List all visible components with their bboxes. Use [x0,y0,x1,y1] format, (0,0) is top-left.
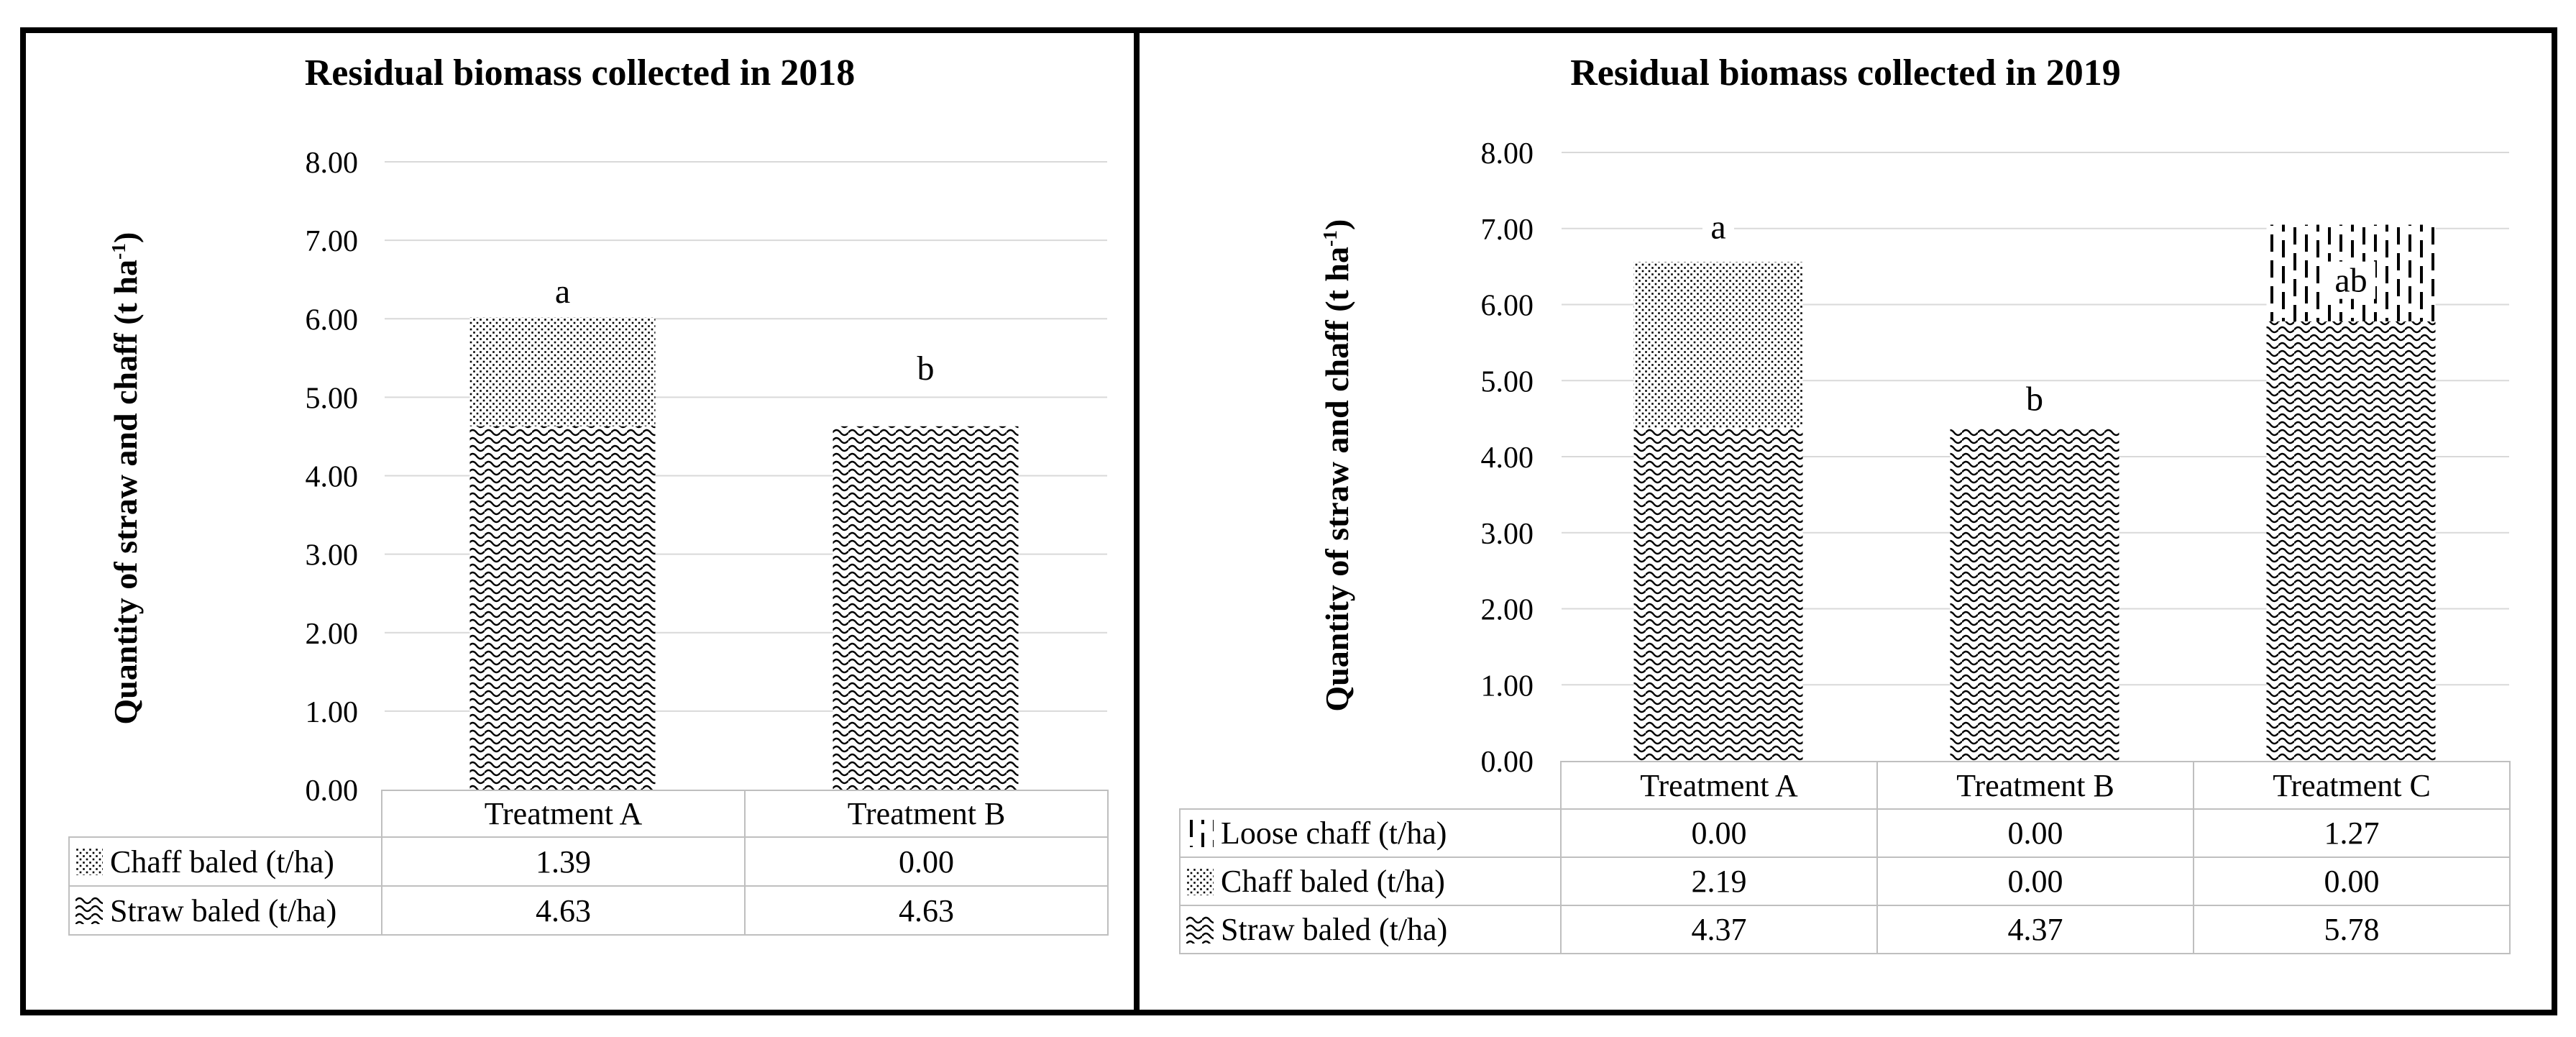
chart-panel-2018: Residual biomass collected in 2018 Quant… [26,33,1134,1010]
legend-swatch-fill [1186,867,1214,895]
table-row: Loose chaff (t/ha) 0.00 0.00 1.27 [1179,808,2511,858]
series-label-cell: Straw baled (t/ha) [68,885,382,936]
bar-segment-dots [469,317,656,426]
panel-divider [1134,33,1140,1010]
table-row: Chaff baled (t/ha) 2.19 0.00 0.00 [1179,856,2511,906]
table-header-row: Treatment A Treatment B Treatment C [1180,761,2511,810]
legend-swatch-waves [1186,915,1214,944]
legend-swatch-fill [1186,915,1214,944]
series-label: Chaff baled (t/ha) [70,844,380,880]
bar-letter: ab [2334,262,2367,300]
legend-swatch-fill [75,897,103,924]
series-label: Loose chaff (t/ha) [1181,815,1559,851]
y-tick-label: 0.00 [306,775,359,808]
data-table: Treatment A Treatment B Chaff baled (t/ha)… [68,790,1109,936]
table-row: Straw baled (t/ha) 4.37 4.37 5.78 [1179,905,2511,954]
y-tick-label: 8.00 [306,147,359,180]
figure-frame: Residual biomass collected in 2018 Quant… [20,27,2557,1015]
y-tick-label: 3.00 [1481,518,1534,551]
bar-segment-dots [1633,262,1803,429]
series-label: Straw baled (t/ha) [1181,911,1559,948]
legend-swatch-dots [1186,867,1214,895]
bar-segment-waves [469,426,656,790]
column-header: Treatment A [381,790,746,838]
value-cell: 1.27 [2193,808,2511,858]
column-header: Treatment C [2193,761,2511,810]
legend-swatch-waves [75,897,103,924]
value-cell: 4.37 [1876,905,2194,954]
table-header-row: Treatment A Treatment B [69,790,1109,838]
table-corner-cell [69,790,382,837]
column-header: Treatment B [1876,761,2194,810]
series-label-text: Loose chaff (t/ha) [1221,816,1447,851]
legend-swatch-fill [75,848,103,875]
bar-letter: b [2026,380,2043,419]
series-label-text: Straw baled (t/ha) [1221,912,1448,947]
legend-swatch-dashes [1186,819,1214,847]
series-label-text: Chaff baled (t/ha) [1221,864,1445,899]
value-cell: 4.63 [381,885,746,936]
y-tick-label: 2.00 [306,618,359,651]
y-tick-label: 1.00 [1481,670,1534,703]
series-label-cell: Chaff baled (t/ha) [68,836,382,887]
bar-segment-waves [1633,428,1803,761]
bar-segment-waves [2266,321,2436,761]
chart-title: Residual biomass collected in 2018 [304,52,856,93]
series-label-cell: Loose chaff (t/ha) [1179,808,1562,858]
bar-letter-background [2327,261,2375,299]
bar-segment-waves [833,426,1019,790]
y-tick-label: 1.00 [306,696,359,729]
value-cell: 4.63 [744,885,1109,936]
series-label-cell: Straw baled (t/ha) [1179,905,1562,954]
legend-swatch-fill [1186,819,1214,847]
y-tick-label: 7.00 [1481,214,1534,247]
value-cell: 0.00 [2193,856,2511,906]
table-row: Chaff baled (t/ha) 1.39 0.00 [68,836,1109,887]
y-tick-label: 4.00 [1481,442,1534,475]
series-label: Straw baled (t/ha) [70,892,380,929]
value-cell: 4.37 [1560,905,1878,954]
plot-area: 0.00 1.00 2.00 3.00 4.00 5.00 6.00 7.00 8.00 a b [306,147,1107,808]
y-tick-label: 5.00 [1481,365,1534,398]
y-tick-label: 6.00 [306,303,359,337]
y-tick-label: 3.00 [306,539,359,572]
y-tick-label: 5.00 [306,382,359,415]
chart-title: Residual biomass collected in 2019 [1570,52,2121,93]
bar-letter: b [917,350,935,388]
value-cell: 1.39 [381,836,746,887]
bar-segment-waves [1950,428,2119,761]
column-header: Treatment A [1560,761,1878,810]
value-cell: 2.19 [1560,856,1878,906]
series-label-text: Straw baled (t/ha) [110,892,337,928]
value-cell: 0.00 [744,836,1109,887]
y-tick-label: 6.00 [1481,290,1534,323]
column-header: Treatment B [744,790,1109,838]
value-cell: 0.00 [1876,808,2194,858]
bar-letter: a [555,273,570,311]
value-cell: 0.00 [1560,808,1878,858]
y-tick-label: 7.00 [306,225,359,258]
value-cell: 5.78 [2193,905,2511,954]
y-tick-label: 2.00 [1481,594,1534,627]
series-label-text: Chaff baled (t/ha) [110,844,334,880]
y-tick-label: 0.00 [1481,746,1534,779]
value-cell: 0.00 [1876,856,2194,906]
table-corner-cell [1180,762,1561,809]
table-row: Straw baled (t/ha) 4.63 4.63 [68,885,1109,936]
legend-swatch-dots [75,848,103,875]
y-tick-label: 8.00 [1481,137,1534,170]
bar-letter-background [1702,208,1734,246]
series-label: Chaff baled (t/ha) [1181,863,1559,900]
bar-letter: a [1710,209,1725,247]
series-label-cell: Chaff baled (t/ha) [1179,856,1562,906]
data-table: Treatment A Treatment B Treatment C Loose c… [1179,761,2511,954]
y-tick-label: 4.00 [306,461,359,494]
chart-panel-2019: Residual biomass collected in 2019 Quant… [1140,33,2552,1010]
